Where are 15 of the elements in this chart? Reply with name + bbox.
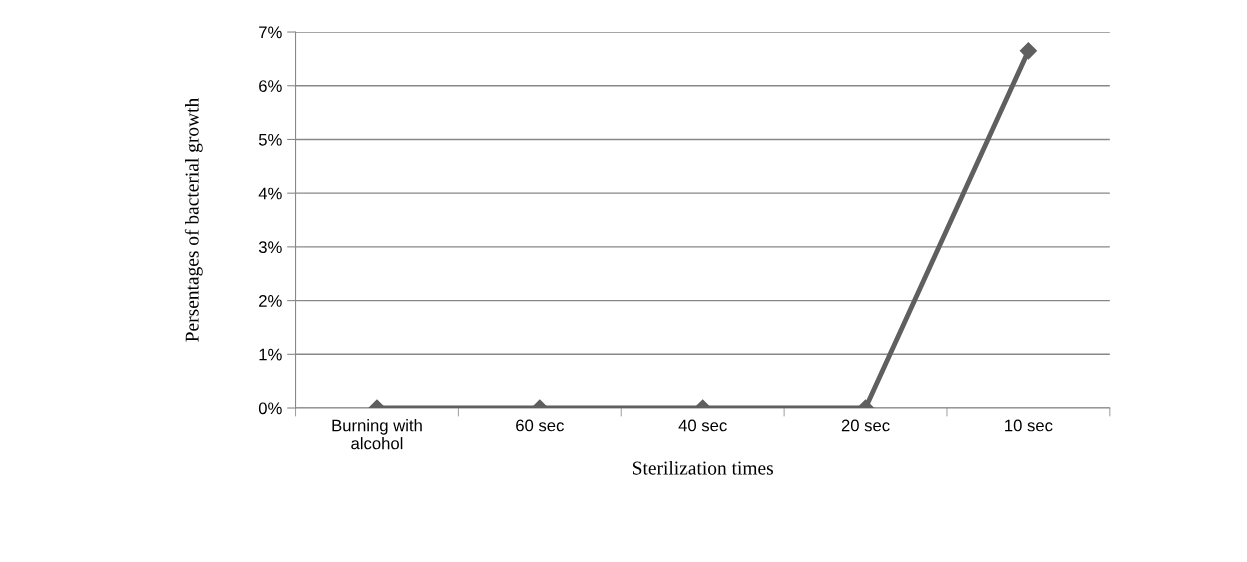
y-tick-label: 5% bbox=[258, 133, 282, 146]
x-tick-label: 10 sec bbox=[1005, 419, 1053, 432]
y-tick-label: 3% bbox=[258, 241, 282, 254]
y-tick-label: 4% bbox=[258, 187, 282, 200]
x-tick-label: 20 sec bbox=[841, 419, 890, 432]
y-axis-title: Persentages of bacterial growth bbox=[184, 97, 203, 342]
y-tick-label: 1% bbox=[259, 348, 282, 361]
y-tick-label: 7% bbox=[259, 26, 282, 39]
y-tick-label: 0% bbox=[258, 402, 282, 415]
y-tick-label: 6% bbox=[259, 80, 282, 92]
x-axis-title: Sterilization times bbox=[632, 460, 773, 475]
x-tick-label: 40 sec bbox=[678, 419, 727, 432]
x-tick-label: 60 sec bbox=[516, 419, 564, 432]
x-tick-label: Burning with alcohol bbox=[332, 419, 422, 450]
y-tick-label: 2% bbox=[259, 294, 282, 307]
